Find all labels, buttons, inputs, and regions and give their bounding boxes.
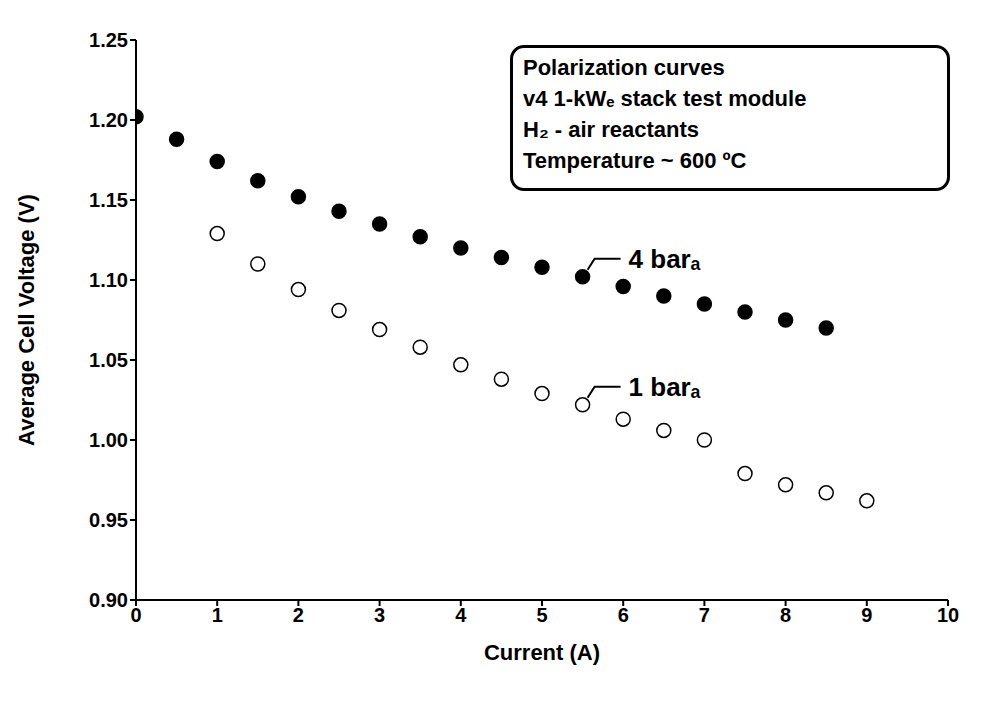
svg-text:4 barₐ: 4 barₐ	[629, 244, 701, 274]
svg-text:0.95: 0.95	[89, 509, 128, 531]
svg-text:1.15: 1.15	[89, 189, 128, 211]
svg-text:Current (A): Current (A)	[484, 640, 600, 665]
html-text:H₂ - air reactants: H₂ - air reactants	[523, 117, 700, 142]
svg-text:1.25: 1.25	[89, 29, 128, 51]
svg-text:8: 8	[780, 604, 791, 626]
svg-text:1 barₐ: 1 barₐ	[629, 372, 701, 402]
html-text:Polarization curves: Polarization curves	[523, 55, 725, 80]
html-text:Temperature ~ 600 ºC: Temperature ~ 600 ºC	[523, 148, 747, 173]
svg-text:1.00: 1.00	[89, 429, 128, 451]
svg-text:1.10: 1.10	[89, 269, 128, 291]
svg-text:7: 7	[699, 604, 710, 626]
svg-text:2: 2	[293, 604, 304, 626]
html-text:v4 1-kWₑ stack test module: v4 1-kWₑ stack test module	[523, 86, 807, 111]
svg-text:6: 6	[618, 604, 629, 626]
svg-text:1.05: 1.05	[89, 349, 128, 371]
svg-text:1.20: 1.20	[89, 109, 128, 131]
svg-text:10: 10	[937, 604, 959, 626]
svg-text:1: 1	[212, 604, 223, 626]
svg-text:0: 0	[130, 604, 141, 626]
svg-text:3: 3	[374, 604, 385, 626]
svg-text:0.90: 0.90	[89, 589, 128, 611]
svg-text:4: 4	[455, 604, 467, 626]
svg-text:9: 9	[861, 604, 872, 626]
svg-text:5: 5	[536, 604, 547, 626]
svg-text:Average Cell Voltage (V): Average Cell Voltage (V)	[14, 194, 39, 446]
